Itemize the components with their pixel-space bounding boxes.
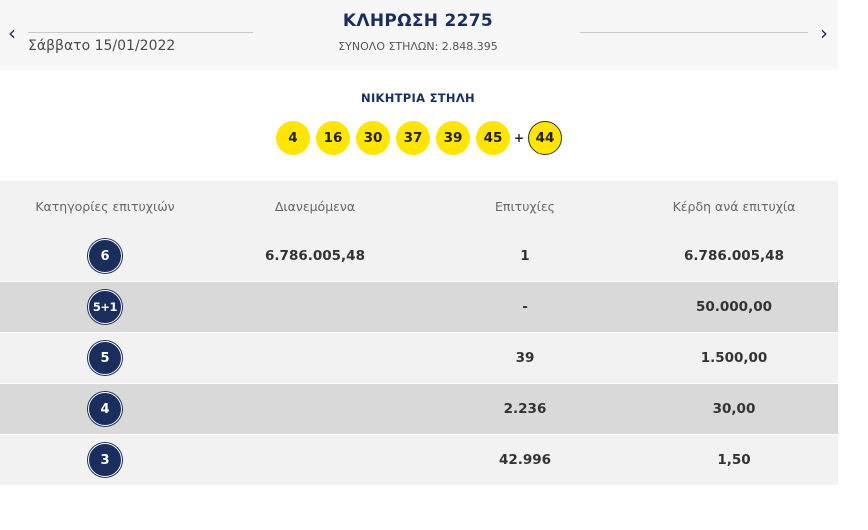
- prize-cell: 6.786.005,48: [684, 248, 784, 264]
- category-badge: 4: [88, 392, 122, 426]
- prize-cell: 1,50: [717, 452, 751, 468]
- winning-number-ball: 37: [395, 121, 430, 155]
- header-categories: Κατηγορίες επιτυχιών: [35, 198, 175, 214]
- table-row: 4 2.236 30,00: [0, 384, 838, 435]
- total-columns: ΣΥΝΟΛΟ ΣΤΗΛΩΝ: 2.848.395: [338, 40, 498, 53]
- header-divider-right: [580, 32, 808, 33]
- plus-sign: +: [513, 131, 525, 145]
- previous-draw-arrow-icon[interactable]: ‹: [8, 21, 16, 45]
- table-row: 5+1 - 50.000,00: [0, 282, 838, 333]
- category-badge: 5: [88, 341, 122, 375]
- winning-number-ball: 16: [315, 121, 350, 155]
- winning-number-ball: 39: [435, 121, 470, 155]
- table-row: 3 42.996 1,50: [0, 435, 838, 486]
- prize-table-header: Κατηγορίες επιτυχιών Διανεμόμενα Επιτυχί…: [0, 181, 838, 231]
- winners-cell: 2.236: [503, 401, 547, 417]
- winning-number-ball: 30: [355, 121, 390, 155]
- draw-header: ‹ Σάββατο 15/01/2022 ΚΛΗΡΩΣΗ 2275 ΣΥΝΟΛΟ…: [0, 0, 838, 70]
- winning-column-title: ΝΙΚΗΤΡΙΑ ΣΤΗΛΗ: [361, 91, 475, 105]
- draw-date: Σάββατο 15/01/2022: [28, 38, 176, 54]
- winning-numbers: 4 16 30 37 39 45 + 44: [0, 121, 838, 155]
- category-badge: 3: [88, 443, 122, 477]
- header-distributed: Διανεμόμενα: [274, 198, 356, 214]
- prize-table: Κατηγορίες επιτυχιών Διανεμόμενα Επιτυχί…: [0, 181, 838, 486]
- header-winners: Επιτυχίες: [495, 198, 555, 214]
- next-draw-arrow-icon[interactable]: ›: [820, 21, 828, 45]
- table-row: 6 6.786.005,48 1 6.786.005,48: [0, 231, 838, 282]
- winners-cell: 1: [520, 248, 530, 264]
- draw-title: ΚΛΗΡΩΣΗ 2275: [342, 11, 494, 31]
- prize-cell: 30,00: [712, 401, 756, 417]
- winners-cell: 42.996: [498, 452, 552, 468]
- prize-cell: 1.500,00: [700, 350, 768, 366]
- category-badge: 6: [88, 239, 122, 273]
- category-badge: 5+1: [88, 290, 122, 324]
- prize-cell: 50.000,00: [695, 299, 772, 315]
- joker-number-ball: 44: [528, 121, 563, 155]
- header-prize-per-winner: Κέρδη ανά επιτυχία: [672, 198, 796, 214]
- winning-number-ball: 45: [475, 121, 510, 155]
- winning-number-ball: 4: [275, 121, 310, 155]
- winners-cell: 39: [515, 350, 535, 366]
- winners-cell: -: [522, 299, 528, 315]
- table-row: 5 39 1.500,00: [0, 333, 838, 384]
- header-divider-left: [28, 32, 253, 33]
- distributed-cell: 6.786.005,48: [265, 248, 365, 264]
